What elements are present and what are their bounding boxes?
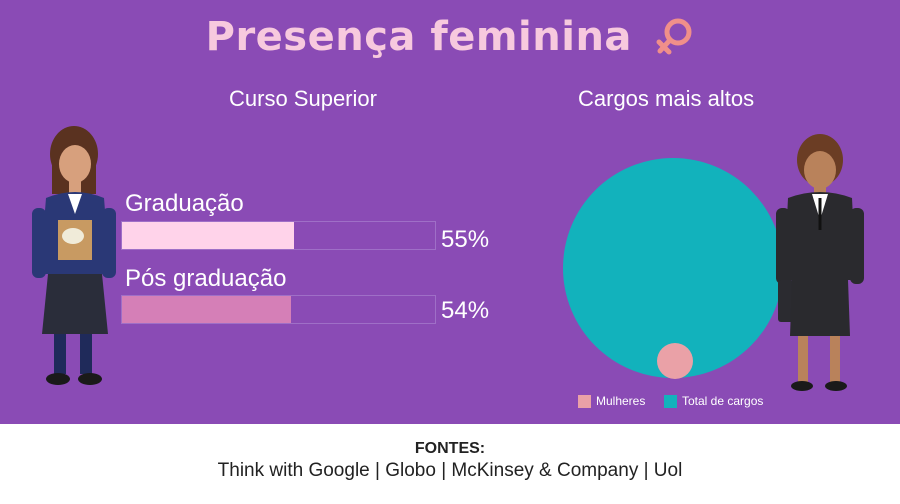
- bar-value-graduacao: 55%: [441, 226, 490, 253]
- legend-item-mulheres: Mulheres: [578, 394, 645, 408]
- bar-graduacao: [122, 222, 295, 249]
- sources-footer: FONTES: Think with Google | Globo | McKi…: [0, 424, 900, 504]
- circle-mulheres: [657, 343, 693, 379]
- bar-label-pos-graduacao: Pós graduação: [125, 265, 287, 292]
- bar-track-graduacao: [121, 221, 436, 250]
- legend-swatch-mulheres: [578, 394, 591, 408]
- left-subtitle: Curso Superior: [229, 86, 377, 111]
- bar-track-pos-graduacao: [121, 295, 436, 324]
- right-subtitle: Cargos mais altos: [578, 86, 755, 111]
- bar-label-graduacao: Graduação: [125, 190, 244, 217]
- page-title-text: Presença feminina: [205, 14, 632, 60]
- sources-list: Think with Google | Globo | McKinsey & C…: [217, 460, 683, 481]
- proportion-circles-chart: [563, 158, 783, 379]
- circle-total-de-cargos: [563, 158, 783, 378]
- legend-item-total-de-cargos: Total de cargos: [664, 394, 763, 408]
- bar-pos-graduacao: [122, 296, 292, 323]
- infographic-canvas: Presença feminina Curso Superior Cargos …: [0, 0, 900, 424]
- businesswoman-illustration: [776, 134, 864, 391]
- bar-value-pos-graduacao: 54%: [441, 297, 490, 324]
- venus-symbol-icon: [656, 18, 692, 55]
- legend-label-mulheres: Mulheres: [596, 394, 646, 408]
- legend-swatch-total-de-cargos: [664, 394, 677, 408]
- student-woman-illustration: [32, 126, 116, 385]
- legend-label-total-de-cargos: Total de cargos: [682, 394, 764, 408]
- page-title: Presença feminina: [0, 14, 900, 61]
- sources-title: FONTES:: [414, 440, 486, 457]
